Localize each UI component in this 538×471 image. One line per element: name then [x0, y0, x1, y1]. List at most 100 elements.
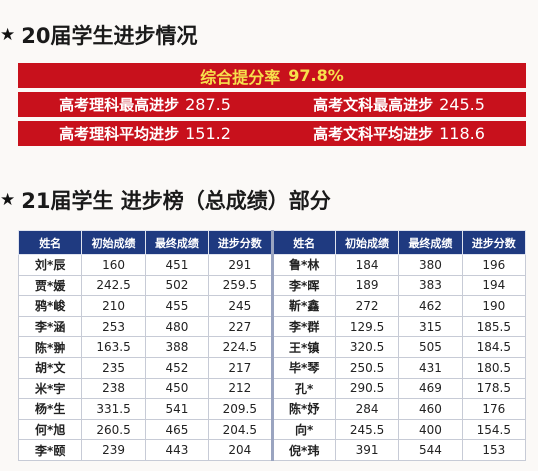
student-name-cell: 胡*文 [17, 356, 83, 379]
student-name-cell: 孔* [270, 377, 336, 400]
average-progress-banner: 高考理科平均进步 151.2 高考文科平均进步 118.6 [18, 121, 526, 146]
table-row: 陈*翀 163.5 388 224.5 王*镇 320.5 505 184.5 [17, 336, 527, 358]
student-name-cell: 李*晖 [270, 274, 336, 297]
student-name-cell: 鲁*林 [270, 254, 336, 276]
score-cell: 245 [208, 295, 273, 317]
liberal-avg-value: 118.6 [439, 124, 485, 143]
score-cell: 217 [208, 356, 273, 379]
science-avg: 高考理科平均进步 151.2 [18, 123, 272, 144]
liberal-avg: 高考文科平均进步 118.6 [272, 123, 526, 144]
score-cell: 260.5 [81, 418, 146, 441]
student-name-cell: 毕*琴 [270, 356, 336, 379]
score-cell: 544 [398, 439, 463, 461]
score-cell: 431 [398, 356, 463, 379]
score-cell: 239 [81, 439, 146, 461]
score-cell: 469 [398, 377, 463, 400]
score-cell: 383 [398, 274, 463, 297]
column-header: 姓名 [270, 230, 336, 255]
highest-progress-banner: 高考理科最高进步 287.5 高考文科最高进步 245.5 [18, 92, 526, 117]
table-row: 鸦*峻 210 455 245 靳*鑫 272 462 190 [17, 295, 527, 317]
column-header: 初始成绩 [81, 230, 146, 255]
score-cell: 238 [81, 377, 146, 400]
table-row: 李*颐 239 443 204 倪*玮 391 544 153 [17, 439, 527, 461]
score-cell: 505 [398, 336, 463, 358]
column-header: 姓名 [17, 230, 83, 255]
score-cell: 284 [334, 398, 400, 420]
science-high-value: 287.5 [185, 95, 231, 114]
score-cell: 235 [81, 356, 146, 379]
table-row: 米*宇 238 450 212 孔* 290.5 469 178.5 [17, 377, 527, 400]
score-cell: 331.5 [81, 398, 146, 420]
star-icon: ★ [0, 25, 16, 45]
score-cell: 452 [144, 356, 210, 379]
score-cell: 163.5 [81, 336, 146, 358]
score-cell: 224.5 [208, 336, 273, 358]
rate-label: 综合提分率 [200, 67, 281, 87]
score-cell: 160 [81, 254, 146, 276]
score-cell: 259.5 [208, 274, 273, 297]
column-header: 进步分数 [208, 230, 273, 255]
student-name-cell: 李*群 [270, 315, 336, 338]
score-cell: 190 [461, 295, 527, 317]
score-cell: 185.5 [461, 315, 527, 338]
score-cell: 320.5 [334, 336, 400, 358]
science-avg-value: 151.2 [185, 124, 231, 143]
score-cell: 209.5 [208, 398, 273, 420]
score-cell: 184 [334, 254, 400, 276]
score-cell: 450 [144, 377, 210, 400]
column-header: 最终成绩 [144, 230, 210, 255]
student-name-cell: 陈*妤 [270, 398, 336, 420]
table-row: 何*旭 260.5 465 204.5 向* 245.5 400 154.5 [17, 418, 527, 441]
score-cell: 196 [461, 254, 527, 276]
liberal-avg-label: 高考文科平均进步 [313, 125, 434, 143]
section-title-text: 20届学生进步情况 [21, 24, 198, 48]
score-cell: 400 [398, 418, 463, 441]
score-cell: 380 [398, 254, 463, 276]
table-body: 刘*辰 160 451 291 鲁*林 184 380 196 贾*媛 242.5 502 259.5… [17, 254, 527, 461]
student-name-cell: 鸦*峻 [17, 295, 83, 317]
score-cell: 391 [334, 439, 400, 461]
section-title-20: ★ 20届学生进步情况 [0, 20, 197, 50]
score-cell: 272 [334, 295, 400, 317]
score-cell: 242.5 [81, 274, 146, 297]
table-row: 李*涵 253 480 227 李*群 129.5 315 185.5 [17, 315, 527, 338]
student-name-cell: 向* [270, 418, 336, 441]
student-name-cell: 刘*辰 [17, 254, 83, 276]
score-cell: 460 [398, 398, 463, 420]
score-cell: 210 [81, 295, 146, 317]
score-cell: 502 [144, 274, 210, 297]
student-name-cell: 杨*生 [17, 398, 83, 420]
score-cell: 250.5 [334, 356, 400, 379]
score-cell: 388 [144, 336, 210, 358]
score-cell: 253 [81, 315, 146, 338]
score-cell: 451 [144, 254, 210, 276]
score-cell: 291 [208, 254, 273, 276]
student-name-cell: 贾*媛 [17, 274, 83, 297]
student-name-cell: 王*镇 [270, 336, 336, 358]
student-name-cell: 靳*鑫 [270, 295, 336, 317]
score-cell: 465 [144, 418, 210, 441]
score-cell: 443 [144, 439, 210, 461]
score-cell: 204.5 [208, 418, 273, 441]
score-cell: 204 [208, 439, 273, 461]
student-name-cell: 陈*翀 [17, 336, 83, 358]
student-name-cell: 倪*玮 [270, 439, 336, 461]
table-header-row: 姓名 初始成绩 最终成绩 进步分数 姓名 初始成绩 最终成绩 进步分数 [17, 230, 527, 255]
score-cell: 227 [208, 315, 273, 338]
score-cell: 541 [144, 398, 210, 420]
progress-table-container: 姓名 初始成绩 最终成绩 进步分数 姓名 初始成绩 最终成绩 进步分数 刘*辰 1… [17, 230, 527, 461]
progress-table: 姓名 初始成绩 最终成绩 进步分数 姓名 初始成绩 最终成绩 进步分数 刘*辰 1… [17, 230, 527, 461]
score-cell: 290.5 [334, 377, 400, 400]
score-cell: 180.5 [461, 356, 527, 379]
score-cell: 178.5 [461, 377, 527, 400]
liberal-high-label: 高考文科最高进步 [313, 96, 434, 114]
score-cell: 184.5 [461, 336, 527, 358]
section-title-21: ★ 21届学生 进步榜（总成绩）部分 [0, 185, 331, 215]
liberal-high-value: 245.5 [439, 95, 485, 114]
score-cell: 455 [144, 295, 210, 317]
table-row: 杨*生 331.5 541 209.5 陈*妤 284 460 176 [17, 398, 527, 420]
table-row: 刘*辰 160 451 291 鲁*林 184 380 196 [17, 254, 527, 276]
score-cell: 245.5 [334, 418, 400, 441]
overall-rate-banner: 综合提分率 97.8% [18, 63, 526, 88]
score-cell: 176 [461, 398, 527, 420]
